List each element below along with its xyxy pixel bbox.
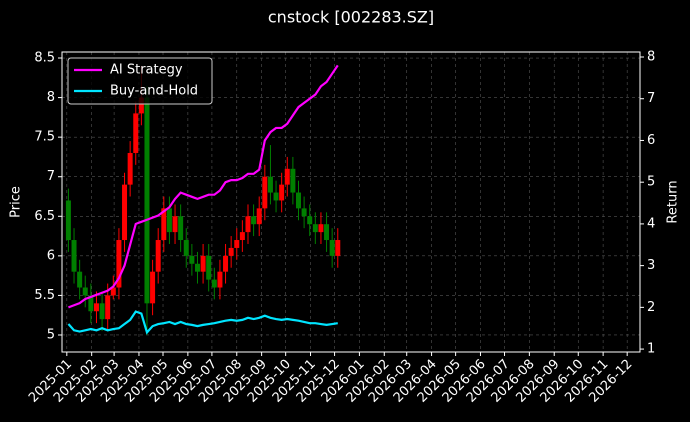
candle-body <box>138 97 144 114</box>
candle-body <box>77 271 83 288</box>
candle-body <box>65 200 71 241</box>
y-tick-label: 7.5 <box>34 130 55 145</box>
y-tick-label: 6.5 <box>34 209 55 224</box>
candle-body <box>256 208 262 225</box>
candle-body <box>116 240 122 288</box>
candle-body <box>161 208 167 241</box>
candle-body <box>127 152 133 185</box>
y-tick-label: 5 <box>47 327 55 342</box>
candle-body <box>189 255 195 264</box>
candle-body <box>295 192 301 209</box>
candle-body <box>223 255 229 272</box>
candle-body <box>194 263 200 272</box>
y2-tick-label: 6 <box>647 133 655 148</box>
candle-body <box>178 216 184 241</box>
line-series <box>68 64 339 309</box>
candle-body <box>318 224 324 233</box>
candle-body <box>284 168 290 185</box>
candle-body <box>206 255 212 280</box>
chart-title: cnstock [002283.SZ] <box>268 8 434 27</box>
candle-body <box>234 240 240 248</box>
candle-body <box>144 97 150 304</box>
candle-body <box>133 113 139 153</box>
candle-body <box>245 216 251 233</box>
plot-frame <box>61 51 641 353</box>
candle-body <box>279 184 285 201</box>
candle-body <box>122 184 128 241</box>
candle-body <box>251 216 257 225</box>
y2-tick-label: 5 <box>647 175 655 190</box>
y-tick-label: 8.5 <box>34 51 55 66</box>
candle-body <box>211 279 217 288</box>
y2-tick-label: 7 <box>647 91 655 106</box>
candle-body <box>273 192 279 201</box>
candle-body <box>99 303 105 320</box>
candle-body <box>166 208 172 233</box>
y2-tick-label: 4 <box>647 216 655 231</box>
y-tick-label: 6 <box>47 248 55 263</box>
legend-box <box>67 57 213 105</box>
candle-body <box>239 232 245 241</box>
y2-tick-label: 3 <box>647 258 655 273</box>
candle-body <box>183 240 189 256</box>
candle-body <box>217 271 223 288</box>
y2-tick-label: 8 <box>647 50 655 65</box>
y2-tick-label: 1 <box>647 342 655 357</box>
candle-body <box>105 295 111 320</box>
y2-axis-label: Return <box>666 180 681 223</box>
candle-body <box>172 216 178 233</box>
candle-body <box>228 247 234 256</box>
candle-body <box>312 224 318 233</box>
y2-tick-label: 2 <box>647 300 655 315</box>
candle-body <box>324 224 330 241</box>
y-tick-label: 7 <box>47 169 55 184</box>
candle-body <box>155 240 161 272</box>
candle-body <box>150 271 156 304</box>
candle-body <box>262 176 268 209</box>
candle-body <box>307 216 313 225</box>
candle-body <box>301 208 307 217</box>
line-series <box>67 310 338 335</box>
candle-body <box>93 303 99 312</box>
candle-body <box>82 287 88 296</box>
candle-body <box>200 255 206 272</box>
y-tick-label: 5.5 <box>34 288 55 303</box>
candle-body <box>88 295 94 312</box>
legend-label: AI Strategy <box>110 63 183 78</box>
candle-body <box>329 240 335 256</box>
legend-label: Buy-and-Hold <box>110 84 198 99</box>
candle-body <box>267 176 273 193</box>
candle-body <box>71 240 77 272</box>
candle-body <box>110 287 116 296</box>
candle-body <box>335 240 341 256</box>
y-tick-label: 8 <box>47 90 55 105</box>
candle-body <box>290 168 296 193</box>
y-axis-label: Price <box>9 186 24 218</box>
